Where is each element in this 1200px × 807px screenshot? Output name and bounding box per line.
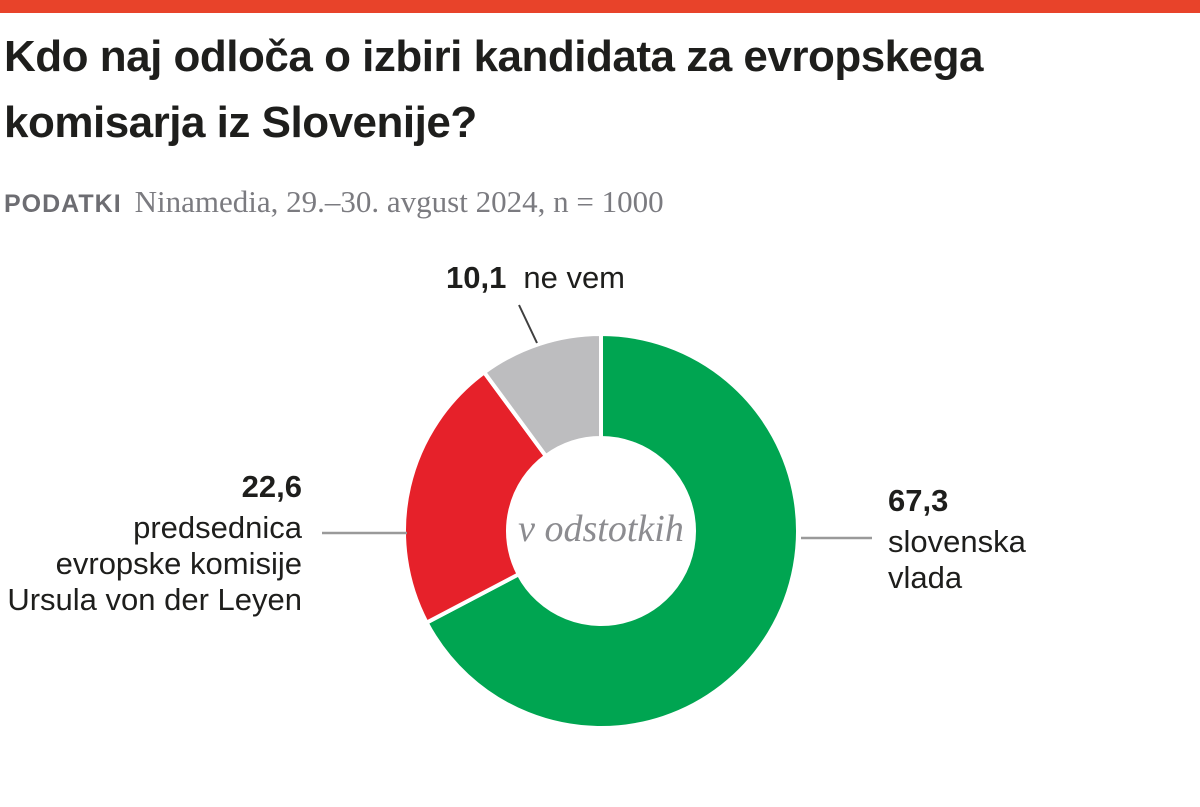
callout-slovenska-vlada: 67,3 slovenska vlada (888, 483, 1026, 596)
source-kicker: PODATKI (4, 190, 122, 218)
page-title: Kdo naj odloča o izbiri kandidata za evr… (4, 32, 983, 147)
callout-slovenska-vlada-label: slovenska vlada (888, 524, 1026, 595)
source-line: PODATKI Ninamedia, 29.–30. avgust 2024, … (4, 184, 664, 220)
source-text: Ninamedia, 29.–30. avgust 2024, n = 1000 (134, 184, 664, 219)
donut-slice-predsednica-evropske-komisije-ursula-von-der-leyen (402, 369, 549, 626)
callout-ursula-von-der-leyen: 22,6 predsednica evropske komisije Ursul… (0, 469, 302, 618)
callout-ne-vem-label: ne vem (523, 260, 626, 295)
callout-ne-vem-value: 10,1 (446, 260, 507, 295)
callout-ne-vem: 10,1 ne vem (446, 260, 625, 296)
top-accent-bar (0, 0, 1200, 13)
leader-line-ne-vem (518, 304, 538, 344)
callout-slovenska-vlada-value: 67,3 (888, 483, 949, 518)
callout-ursula-label: predsednica evropske komisije Ursula von… (7, 510, 302, 617)
donut-center-label: v odstotkih (518, 508, 684, 551)
callout-ursula-value: 22,6 (241, 469, 302, 504)
donut-slice-slovenska-vlada (423, 331, 800, 730)
donut-slice-ne-vem (481, 331, 603, 459)
